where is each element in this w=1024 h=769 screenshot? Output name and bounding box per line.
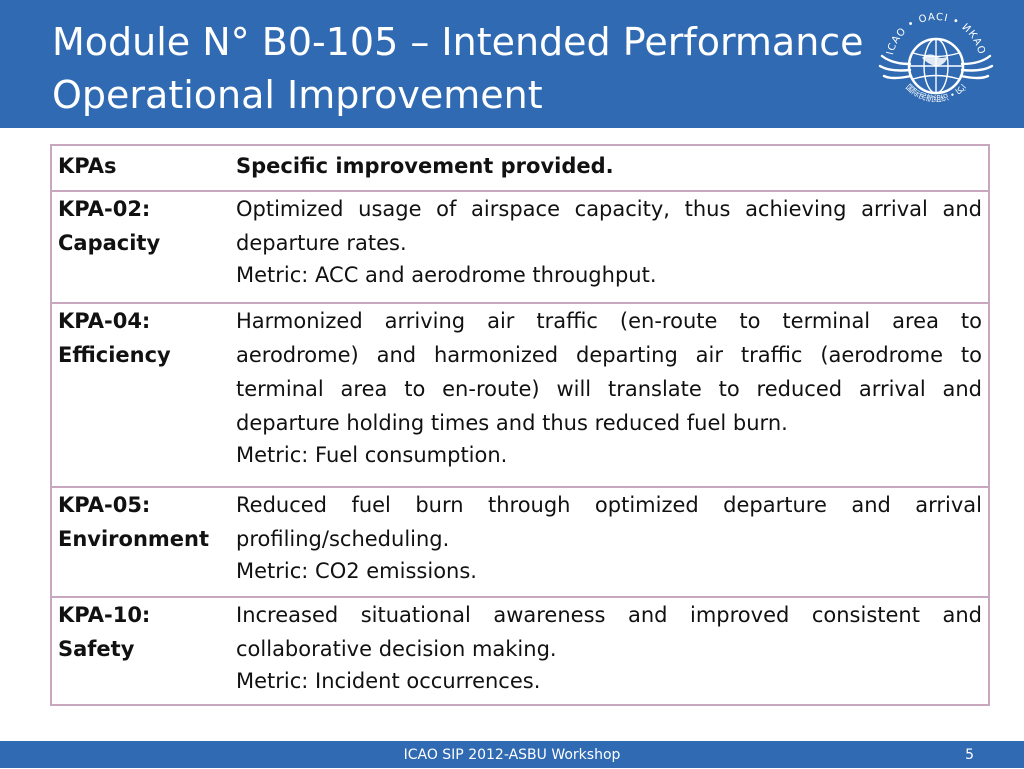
metric-text: Metric: Incident occurrences.: [236, 669, 541, 693]
kpa-name: Efficiency: [58, 343, 171, 367]
improvement-text: Reduced fuel burn through optimized depa…: [236, 493, 982, 551]
header-kpas: KPAs: [58, 154, 117, 178]
kpa-cell: KPA-04: Efficiency: [52, 302, 236, 487]
footer-text: ICAO SIP 2012-ASBU Workshop: [403, 747, 621, 763]
kpa-name: Safety: [58, 637, 135, 661]
title-line-1: Module N° B0-105 – Intended Performance: [52, 20, 864, 64]
footer-bar: ICAO SIP 2012-ASBU Workshop 5: [0, 741, 1024, 768]
kpa-cell: KPA-05: Environment: [52, 486, 236, 597]
table-header-row: KPAs Specific improvement provided.: [52, 146, 988, 191]
page-number: 5: [965, 747, 974, 763]
improvement-text: Optimized usage of airspace capacity, th…: [236, 197, 982, 255]
kpa-code: KPA-10:: [58, 603, 151, 627]
metric-text: Metric: Fuel consumption.: [236, 443, 508, 467]
kpa-code: KPA-04:: [58, 309, 151, 333]
kpa-name: Capacity: [58, 231, 161, 255]
table-row: KPA-02: Capacity Optimized usage of airs…: [52, 190, 988, 303]
page-title: Module N° B0-105 – Intended Performance …: [52, 16, 872, 122]
improvement-cell: Optimized usage of airspace capacity, th…: [236, 190, 988, 303]
improvement-text: Harmonized arriving air traffic (en-rout…: [236, 309, 982, 435]
metric-text: Metric: CO2 emissions.: [236, 559, 477, 583]
kpa-cell: KPA-02: Capacity: [52, 190, 236, 303]
improvement-cell: Reduced fuel burn through optimized depa…: [236, 486, 988, 597]
header-improvement: Specific improvement provided.: [236, 154, 614, 178]
kpa-code: KPA-02:: [58, 197, 151, 221]
kpa-table: KPAs Specific improvement provided. KPA-…: [50, 144, 990, 707]
kpa-name: Environment: [58, 527, 210, 551]
title-line-2: Operational Improvement: [52, 73, 543, 117]
metric-text: Metric: ACC and aerodrome throughput.: [236, 263, 657, 287]
table-row: KPA-05: Environment Reduced fuel burn th…: [52, 486, 988, 597]
table-row: KPA-10: Safety Increased situational awa…: [52, 596, 988, 707]
kpa-cell: KPA-10: Safety: [52, 596, 236, 707]
icao-logo: ICAO • OACI • ИКАО 国际民航组织 • ایکا: [878, 12, 994, 104]
kpa-code: KPA-05:: [58, 493, 151, 517]
improvement-cell: Harmonized arriving air traffic (en-rout…: [236, 302, 988, 487]
improvement-text: Increased situational awareness and impr…: [236, 603, 982, 661]
header-bar: Module N° B0-105 – Intended Performance …: [0, 0, 1024, 128]
improvement-cell: Increased situational awareness and impr…: [236, 596, 988, 707]
table-row: KPA-04: Efficiency Harmonized arriving a…: [52, 302, 988, 487]
